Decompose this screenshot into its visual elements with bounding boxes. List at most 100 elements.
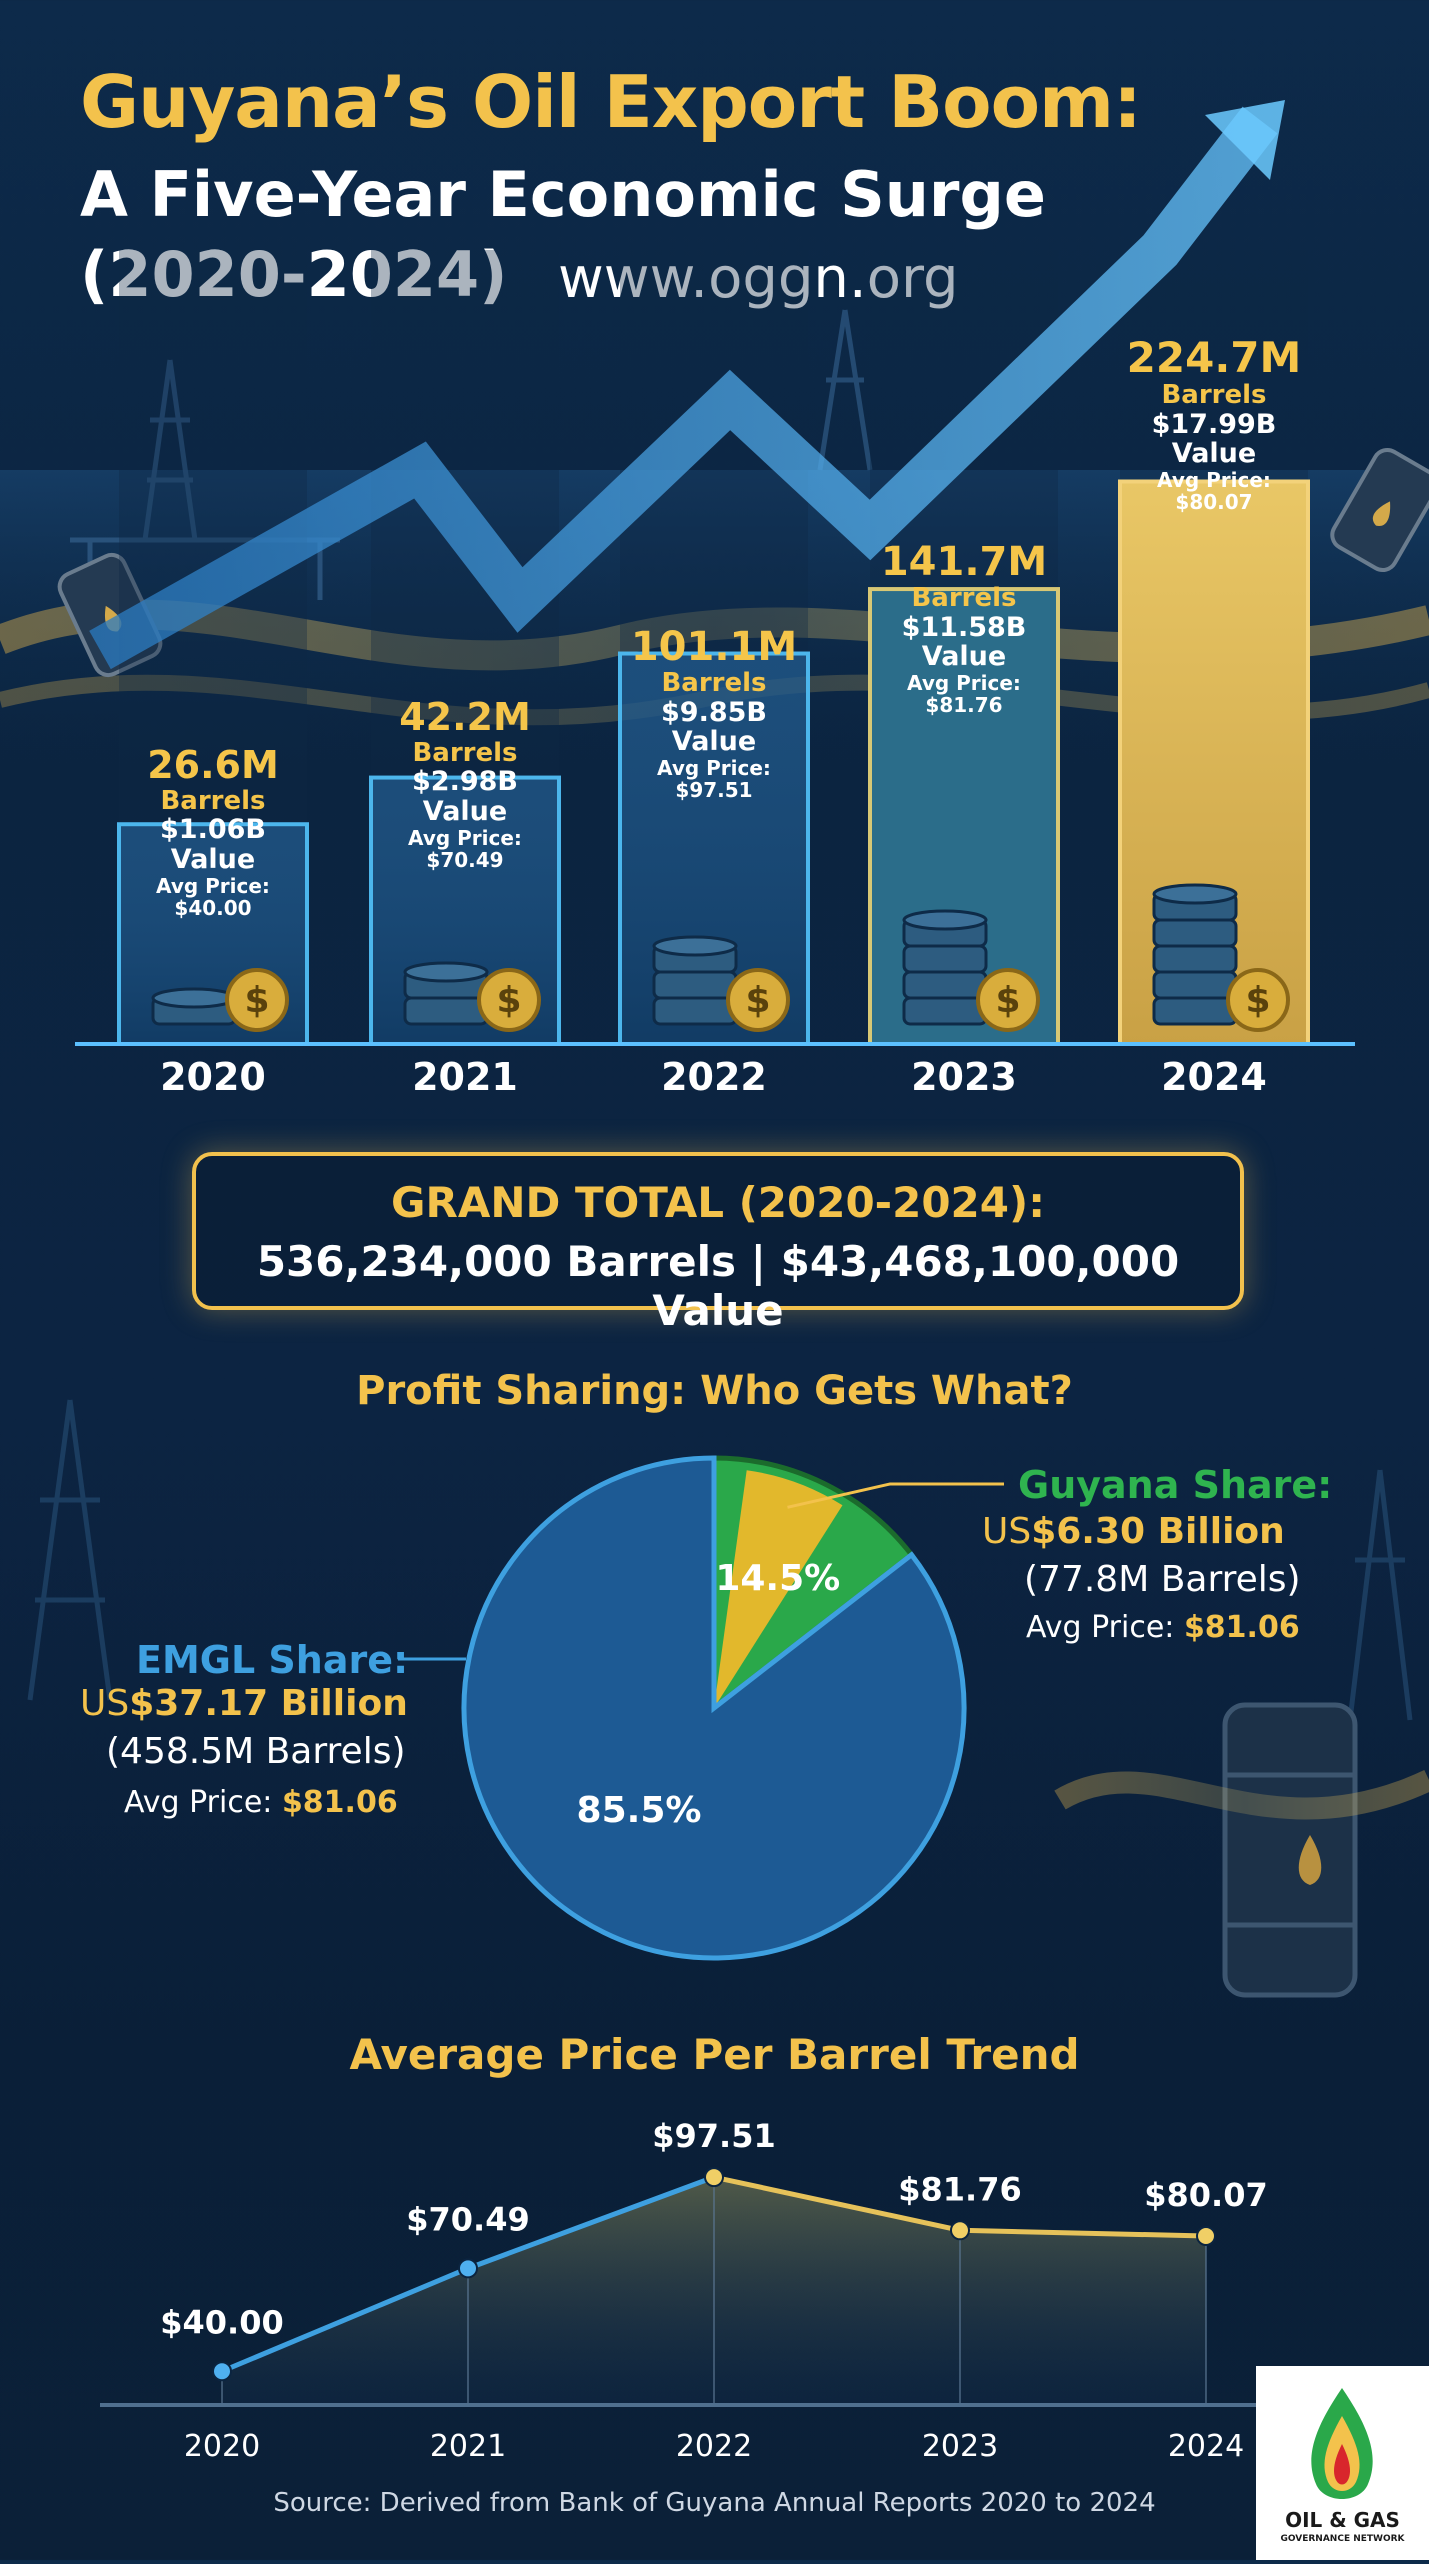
dollar-coin-icon <box>726 968 790 1032</box>
emgl-avg-price: Avg Price: $81.06 <box>124 1783 398 1824</box>
bar-label-2020: 26.6M Barrels $1.06B Value Avg Price: $40.00 <box>93 743 333 920</box>
bar-value-word: Value <box>671 726 757 758</box>
bar-label-2024: 224.7M Barrels $17.99B Value Avg Price: $80.0… <box>1094 333 1334 515</box>
emgl-share-title: EMGL Share: <box>136 1638 409 1682</box>
barrel-icon <box>1152 996 1238 1026</box>
barrel-icon <box>1330 447 1429 573</box>
bar-barrels-value: 224.7M <box>1126 333 1302 382</box>
logo-text: OIL & GAS <box>1285 2508 1400 2532</box>
bar-year-label-2020: 2020 <box>160 1055 266 1099</box>
barrel-top-icon <box>652 935 738 957</box>
barrel-icon <box>1152 944 1238 974</box>
guyana-leader-line <box>787 1482 1004 1509</box>
bar-value-word: Value <box>921 641 1007 673</box>
bar-barrels-word: Barrels <box>412 737 518 768</box>
bar-avg-value: $70.49 <box>426 847 504 872</box>
bar-avg-value: $97.51 <box>675 777 753 802</box>
bar-barrels-word: Barrels <box>911 583 1017 613</box>
pie-label-guyana: 14.5% <box>715 1558 840 1599</box>
bar-2024 <box>1118 479 1310 1047</box>
dollar-coin-icon <box>225 968 289 1032</box>
dollar-sign-icon: $ <box>244 980 269 1021</box>
oil-rig-icon <box>27 1399 1413 1721</box>
grand-total-label: GRAND TOTAL (2020-2024): <box>391 1178 1045 1227</box>
barrel-top-icon <box>1152 883 1238 905</box>
emgl-share-amount: US$37.17 Billion <box>80 1680 408 1729</box>
line-point-label: $81.76 <box>898 2170 1021 2208</box>
barrel-top-icon <box>151 987 237 1009</box>
line-segment <box>467 2174 715 2271</box>
dollar-sign-icon: $ <box>1245 980 1270 1021</box>
bar-usd-value: $2.98B <box>412 766 518 798</box>
oggn-logo: OIL & GAS GOVERNANCE NETWORK <box>1256 2366 1429 2560</box>
pie-slice-emgl-share <box>461 1455 967 1961</box>
line-segment <box>959 2227 1207 2239</box>
website-link[interactable]: www.oggn.org <box>558 246 959 311</box>
emgl-avg-value: $81.06 <box>281 1785 398 1820</box>
line-point <box>704 2167 724 2188</box>
barrel-icon <box>403 996 489 1026</box>
page-subtitle-years: (2020-2024) <box>80 238 508 311</box>
bar-barrels-word: Barrels <box>160 785 266 816</box>
profit-sharing-pie-chart: 14.5% 85.5% <box>398 1455 1004 1961</box>
bar-avg-label: Avg Price: <box>408 825 522 850</box>
guyana-barrels: (77.8M Barrels) <box>1024 1559 1301 1600</box>
bar-barrels-value: 141.7M <box>880 539 1048 585</box>
line-point <box>950 2220 970 2241</box>
oil-rig-icon <box>817 309 873 471</box>
line-x-tick-label: 2024 <box>1168 2429 1244 2464</box>
barrel-icon <box>902 996 988 1026</box>
bar-barrels-word: Barrels <box>661 668 767 698</box>
bar-barrels-value: 101.1M <box>630 624 798 670</box>
guyana-avg-price: Avg Price: $81.06 <box>1026 1608 1300 1649</box>
bar-year-label-2024: 2024 <box>1161 1055 1267 1099</box>
bar-usd-value: $11.58B <box>901 611 1027 643</box>
barrel-icon <box>902 970 988 1000</box>
guyana-avg-label: Avg Price: <box>1026 1610 1184 1645</box>
barrel-top-icon <box>902 909 988 931</box>
emgl-barrels: (458.5M Barrels) <box>106 1731 406 1772</box>
bar-avg-label: Avg Price: <box>657 755 771 780</box>
bar-barrels-word: Barrels <box>1161 380 1267 411</box>
guyana-share-label: Guyana Share: <box>1018 1460 1332 1511</box>
dollar-coin-icon <box>976 968 1040 1032</box>
barrel-icon <box>1152 970 1238 1000</box>
growth-arrow-head <box>1205 100 1285 180</box>
bar-avg-value: $80.07 <box>1175 490 1253 515</box>
logo-subtext: GOVERNANCE NETWORK <box>1280 2534 1405 2544</box>
dollar-coin-icon <box>1226 968 1290 1032</box>
line-x-tick-label: 2022 <box>676 2429 752 2464</box>
bar-avg-value: $40.00 <box>174 895 252 920</box>
emgl-avg-label: Avg Price: <box>124 1785 282 1820</box>
barrel-icon <box>652 970 738 1000</box>
line-point-label: $97.51 <box>652 2117 775 2155</box>
bar-year-label-2023: 2023 <box>911 1055 1017 1099</box>
dollar-sign-icon: $ <box>745 980 770 1021</box>
page-title: Guyana’s Oil Export Boom: <box>80 60 1142 144</box>
bar-year-label-2021: 2021 <box>412 1055 518 1099</box>
line-point-label: $40.00 <box>160 2303 283 2341</box>
barrels-bar-chart: $ $ $ $ $ <box>75 100 1355 1047</box>
bar-value-word: Value <box>422 796 508 828</box>
bar-label-2022: 101.1M Barrels $9.85B Value Avg Price: $97.51 <box>594 625 834 801</box>
line-segment <box>221 2266 469 2374</box>
dollar-sign-icon: $ <box>496 980 521 1021</box>
bar-avg-label: Avg Price: <box>907 670 1021 695</box>
pie-slice-guyana-highlight <box>714 1470 843 1708</box>
bar-barrels-value: 26.6M <box>147 743 279 787</box>
bar-value-word: Value <box>170 844 256 876</box>
grand-total-value: 536,234,000 Barrels | $43,468,100,000 Va… <box>256 1237 1180 1335</box>
line-point-label: $80.07 <box>1144 2176 1267 2214</box>
source-footnote: Source: Derived from Bank of Guyana Annu… <box>273 2488 1156 2518</box>
barrel-icon <box>902 944 988 974</box>
line-x-tick-label: 2023 <box>922 2429 998 2464</box>
line-chart-title: Average Price Per Barrel Trend <box>349 2030 1080 2079</box>
dollar-coin-icon <box>477 968 541 1032</box>
barrel-icon <box>652 996 738 1026</box>
bar-avg-label: Avg Price: <box>156 873 270 898</box>
guyana-share-title: Guyana Share: <box>1018 1463 1333 1507</box>
grand-total-box: GRAND TOTAL (2020-2024): 536,234,000 Bar… <box>192 1152 1244 1335</box>
pie-chart-title: Profit Sharing: Who Gets What? <box>356 1368 1073 1414</box>
logo-flame-icon <box>1311 2388 1373 2499</box>
bar-year-label-2022: 2022 <box>661 1055 767 1099</box>
